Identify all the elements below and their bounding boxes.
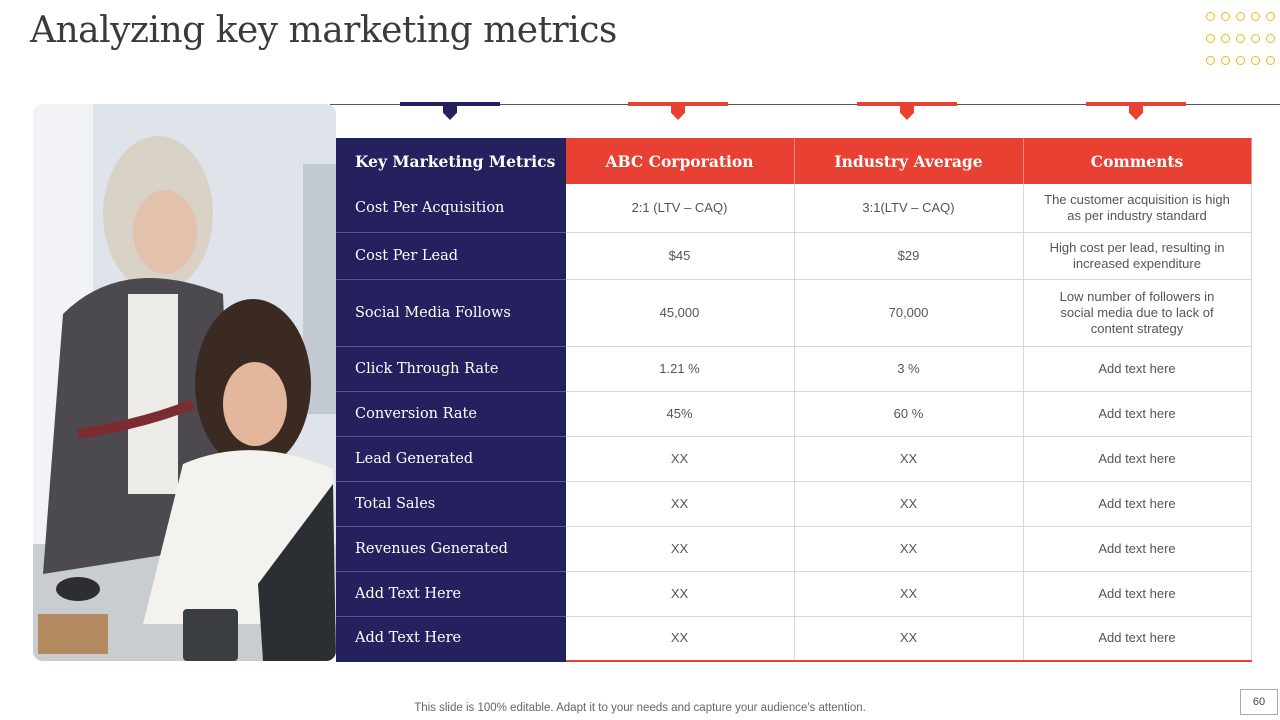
header-abc-corporation: ABC Corporation [565, 138, 795, 184]
column-marker-4 [1086, 102, 1186, 120]
comment: Add text here [1023, 436, 1252, 482]
comment: The customer acquisition is high as per … [1023, 184, 1252, 233]
metrics-table: Key Marketing Metrics ABC Corporation In… [336, 138, 1252, 662]
comment: Add text here [1023, 346, 1252, 392]
column-marker-1 [400, 102, 500, 120]
pointer-icon [900, 104, 914, 120]
table-row: Add Text Here XX XX Add text here [336, 616, 1252, 662]
industry-value: 60 % [794, 391, 1024, 437]
footer-note: This slide is 100% editable. Adapt it to… [414, 702, 866, 714]
header-industry-average: Industry Average [794, 138, 1024, 184]
metric-name: Click Through Rate [336, 346, 566, 392]
decorative-dots [1206, 12, 1280, 78]
metric-name: Lead Generated [336, 436, 566, 482]
comment: High cost per lead, resulting in increas… [1023, 232, 1252, 280]
abc-value: XX [565, 436, 795, 482]
comment: Add text here [1023, 526, 1252, 572]
office-photo [33, 104, 336, 661]
abc-value: XX [565, 481, 795, 527]
industry-value: XX [794, 526, 1024, 572]
page-number: 60 [1240, 689, 1278, 715]
table-row: Social Media Follows 45,000 70,000 Low n… [336, 279, 1252, 347]
comment: Add text here [1023, 571, 1252, 617]
header-comments: Comments [1023, 138, 1252, 184]
table-header-row: Key Marketing Metrics ABC Corporation In… [336, 138, 1252, 184]
abc-value: 2:1 (LTV – CAQ) [565, 184, 795, 233]
comment: Add text here [1023, 481, 1252, 527]
table-row: Lead Generated XX XX Add text here [336, 436, 1252, 482]
table-row: Cost Per Acquisition 2:1 (LTV – CAQ) 3:1… [336, 184, 1252, 233]
comment: Add text here [1023, 391, 1252, 437]
table-row: Total Sales XX XX Add text here [336, 481, 1252, 527]
industry-value: $29 [794, 232, 1024, 280]
metric-name: Social Media Follows [336, 279, 566, 347]
abc-value: 45% [565, 391, 795, 437]
industry-value: XX [794, 436, 1024, 482]
comment: Add text here [1023, 616, 1252, 662]
metric-name: Conversion Rate [336, 391, 566, 437]
slide-title: Analyzing key marketing metrics [30, 10, 617, 51]
abc-value: $45 [565, 232, 795, 280]
industry-value: 3:1(LTV – CAQ) [794, 184, 1024, 233]
column-marker-3 [857, 102, 957, 120]
pointer-icon [1129, 104, 1143, 120]
pointer-icon [671, 104, 685, 120]
abc-value: XX [565, 571, 795, 617]
abc-value: XX [565, 616, 795, 662]
column-marker-2 [628, 102, 728, 120]
timeline-line [330, 104, 1280, 105]
pointer-icon [443, 104, 457, 120]
industry-value: XX [794, 481, 1024, 527]
table-row: Click Through Rate 1.21 % 3 % Add text h… [336, 346, 1252, 392]
metric-name: Revenues Generated [336, 526, 566, 572]
metric-name: Add Text Here [336, 571, 566, 617]
header-key-metrics: Key Marketing Metrics [336, 138, 566, 184]
table-row: Cost Per Lead $45 $29 High cost per lead… [336, 232, 1252, 280]
metric-name: Cost Per Lead [336, 232, 566, 280]
table-row: Conversion Rate 45% 60 % Add text here [336, 391, 1252, 437]
comment: Low number of followers in social media … [1023, 279, 1252, 347]
metric-name: Add Text Here [336, 616, 566, 662]
industry-value: XX [794, 571, 1024, 617]
table-row: Add Text Here XX XX Add text here [336, 571, 1252, 617]
metric-name: Cost Per Acquisition [336, 184, 566, 233]
industry-value: 70,000 [794, 279, 1024, 347]
metric-name: Total Sales [336, 481, 566, 527]
table-row: Revenues Generated XX XX Add text here [336, 526, 1252, 572]
industry-value: XX [794, 616, 1024, 662]
industry-value: 3 % [794, 346, 1024, 392]
abc-value: 1.21 % [565, 346, 795, 392]
abc-value: XX [565, 526, 795, 572]
abc-value: 45,000 [565, 279, 795, 347]
